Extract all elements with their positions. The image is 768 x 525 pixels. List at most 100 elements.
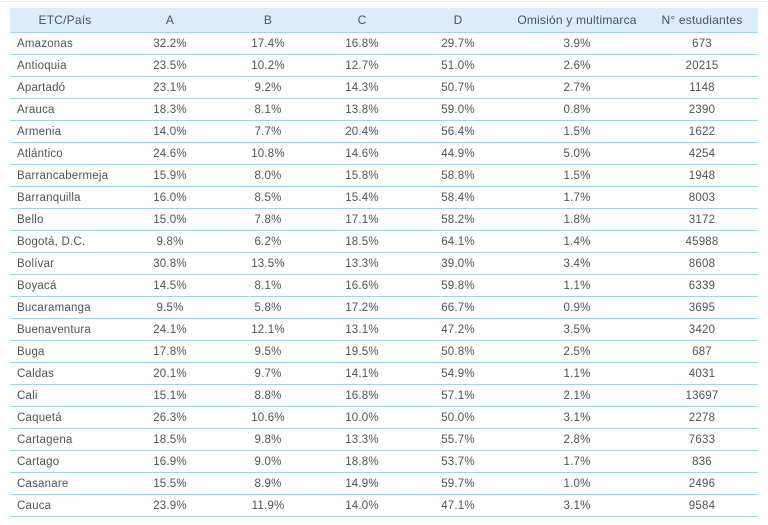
row-label-cell: Atlántico [10,142,120,165]
value-cell: 3172 [646,208,758,231]
table-row: Bolívar 30.8% 13.5% 13.3% 39.0% 3.4% 8608 [10,252,758,275]
value-cell: 1.1% [508,362,646,385]
value-cell: 50.8% [408,340,508,363]
value-cell: 3695 [646,296,758,319]
value-cell: 26.3% [120,406,220,429]
value-cell: 3.5% [508,318,646,341]
value-cell: 2278 [646,406,758,429]
value-cell: 14.6% [316,142,408,165]
value-cell: 7.7% [220,120,316,143]
row-label-cell: Barranquilla [10,186,120,209]
table-row: Casanare 15.5% 8.9% 14.9% 59.7% 1.0% 2496 [10,472,758,495]
value-cell: 13.8% [316,98,408,121]
row-label-cell: Bolívar [10,252,120,275]
table-row: Cauca 23.9% 11.9% 14.0% 47.1% 3.1% 9584 [10,494,758,517]
value-cell: 7633 [646,428,758,451]
value-cell: 58.8% [408,164,508,187]
value-cell: 57.1% [408,384,508,407]
value-cell: 15.1% [120,384,220,407]
value-cell: 14.9% [316,472,408,495]
row-label-cell: Buenaventura [10,318,120,341]
value-cell: 11.9% [220,494,316,517]
value-cell: 9.0% [220,450,316,473]
value-cell: 6.2% [220,230,316,253]
row-label-cell: Barrancabermeja [10,164,120,187]
value-cell: 23.1% [120,76,220,99]
value-cell: 50.0% [408,406,508,429]
value-cell: 15.9% [120,164,220,187]
value-cell: 3420 [646,318,758,341]
value-cell: 23.5% [120,54,220,77]
row-label-cell: Amazonas [10,32,120,55]
value-cell: 20215 [646,54,758,77]
value-cell: 2.6% [508,54,646,77]
table-row: Caldas 20.1% 9.7% 14.1% 54.9% 1.1% 4031 [10,362,758,385]
row-label-cell: Caquetá [10,406,120,429]
row-label-cell: Caldas [10,362,120,385]
value-cell: 7.8% [220,208,316,231]
table-row: Cartago 16.9% 9.0% 18.8% 53.7% 1.7% 836 [10,450,758,473]
value-cell: 0.8% [508,98,646,121]
column-header: N° estudiantes [646,8,758,33]
value-cell: 8.1% [220,274,316,297]
value-cell: 58.2% [408,208,508,231]
value-cell: 14.3% [316,76,408,99]
value-cell: 1.0% [508,472,646,495]
value-cell: 59.7% [408,472,508,495]
column-header: C [316,8,408,33]
table-row: Amazonas 32.2% 17.4% 16.8% 29.7% 3.9% 673 [10,32,758,55]
value-cell: 9.5% [120,296,220,319]
table-row: Barrancabermeja 15.9% 8.0% 15.8% 58.8% 1.5% 19… [10,164,758,187]
row-label-cell: Bello [10,208,120,231]
value-cell: 55.7% [408,428,508,451]
page-top-rule [0,1,768,2]
value-cell: 53.7% [408,450,508,473]
row-label-cell: Cartagena [10,428,120,451]
value-cell: 9.8% [220,428,316,451]
value-cell: 9.8% [120,230,220,253]
table-row: Antioquia 23.5% 10.2% 12.7% 51.0% 2.6% 20215 [10,54,758,77]
value-cell: 14.0% [316,494,408,517]
value-cell: 51.0% [408,54,508,77]
value-cell: 47.2% [408,318,508,341]
value-cell: 3.9% [508,32,646,55]
value-cell: 8003 [646,186,758,209]
value-cell: 1.8% [508,208,646,231]
value-cell: 39.0% [408,252,508,275]
value-cell: 13.1% [316,318,408,341]
value-cell: 16.8% [316,32,408,55]
table-row: Boyacá 14.5% 8.1% 16.6% 59.8% 1.1% 6339 [10,274,758,297]
value-cell: 0.9% [508,296,646,319]
value-cell: 13697 [646,384,758,407]
value-cell: 45988 [646,230,758,253]
value-cell: 2.8% [508,428,646,451]
value-cell: 1622 [646,120,758,143]
value-cell: 673 [646,32,758,55]
value-cell: 14.1% [316,362,408,385]
value-cell: 4031 [646,362,758,385]
value-cell: 44.9% [408,142,508,165]
value-cell: 1948 [646,164,758,187]
results-table: ETC/País A B C D Omisión y multimarca N° estud… [10,8,758,517]
value-cell: 18.3% [120,98,220,121]
table-row: Caquetá 26.3% 10.6% 10.0% 50.0% 3.1% 2278 [10,406,758,429]
value-cell: 18.5% [316,230,408,253]
value-cell: 9.5% [220,340,316,363]
table-row: Bogotá, D.C. 9.8% 6.2% 18.5% 64.1% 1.4% 45988 [10,230,758,253]
table-row: Buga 17.8% 9.5% 19.5% 50.8% 2.5% 687 [10,340,758,363]
value-cell: 5.0% [508,142,646,165]
row-label-cell: Antioquia [10,54,120,77]
value-cell: 3.4% [508,252,646,275]
value-cell: 24.6% [120,142,220,165]
value-cell: 13.3% [316,428,408,451]
value-cell: 18.8% [316,450,408,473]
value-cell: 9.7% [220,362,316,385]
value-cell: 2496 [646,472,758,495]
table-row: Barranquilla 16.0% 8.5% 15.4% 58.4% 1.7% 8003 [10,186,758,209]
table-body: Amazonas 32.2% 17.4% 16.8% 29.7% 3.9% 673 Antio… [10,32,758,517]
value-cell: 29.7% [408,32,508,55]
table-row: Cali 15.1% 8.8% 16.8% 57.1% 2.1% 13697 [10,384,758,407]
value-cell: 1.4% [508,230,646,253]
value-cell: 687 [646,340,758,363]
row-label-cell: Cartago [10,450,120,473]
